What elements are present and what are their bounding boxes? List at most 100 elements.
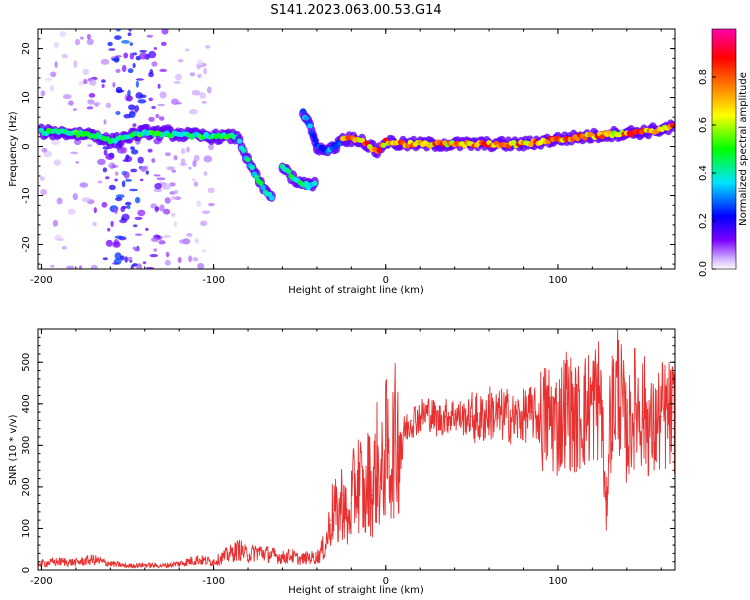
heatmap-speckle — [151, 61, 158, 67]
colorbar-tick-label: 0.6 — [698, 117, 709, 133]
snr-ytick-label: 400 — [21, 394, 32, 413]
heatmap-speckle — [54, 61, 58, 68]
heatmap-speckle — [132, 123, 137, 127]
heatmap-speckle — [121, 213, 130, 221]
snr-point — [479, 419, 482, 421]
heatmap-speckle — [90, 264, 98, 269]
heatmap-speckle — [105, 176, 110, 180]
heatmap-speckle — [105, 239, 113, 247]
heatmap-speckle — [40, 90, 46, 97]
heatmap-speckle — [63, 94, 72, 100]
heatmap-speckle — [161, 29, 169, 35]
heatmap-speckle — [59, 31, 67, 38]
heatmap-speckle — [132, 263, 138, 267]
heatmap-speckle — [139, 178, 144, 182]
heatmap-speckle — [180, 158, 186, 166]
heatmap-speckle — [49, 85, 54, 92]
heatmap-speckle — [45, 78, 53, 81]
heatmap-speckle — [110, 220, 114, 227]
snr-point — [419, 415, 421, 417]
snr-ytick-label: 100 — [21, 519, 32, 538]
heatmap-speckle — [197, 73, 202, 79]
heatmap-speckle — [174, 196, 182, 201]
heatmap-speckle — [153, 248, 157, 252]
heatmap-speckle — [73, 60, 78, 68]
snr-point — [514, 419, 516, 421]
snr-point — [540, 419, 542, 421]
snr-point — [368, 473, 370, 475]
heatmap-speckle — [79, 182, 89, 188]
heatmap-speckle — [171, 212, 176, 217]
heatmap-speckle — [40, 189, 47, 196]
heatmap-speckle — [74, 38, 81, 46]
snr-point — [454, 413, 456, 415]
heatmap-speckle — [132, 52, 137, 56]
heatmap-speckle — [107, 227, 111, 232]
heatmap-speckle — [193, 154, 200, 162]
heatmap-speckle — [61, 53, 69, 59]
snr-point — [505, 413, 507, 415]
snr-point — [264, 552, 266, 555]
heatmap-speckle — [159, 68, 168, 73]
heatmap-speckle — [102, 167, 108, 173]
heatmap-speckle — [157, 103, 165, 107]
snr-point — [342, 494, 344, 496]
snr-point — [337, 519, 339, 521]
heatmap-speckle — [103, 119, 107, 125]
heatmap-ylabel: Frequency (Hz) — [8, 111, 19, 187]
heatmap-speckle — [196, 200, 202, 208]
heatmap-speckle — [97, 158, 106, 166]
colorbar-tick-label: 0.4 — [698, 165, 709, 181]
heatmap-speckle — [164, 152, 171, 157]
heatmap-speckle — [185, 48, 190, 52]
figure-title: S141.2023.063.00.53.G14 — [270, 3, 441, 18]
heatmap-speckle — [159, 91, 167, 99]
snr-point — [488, 411, 490, 413]
snr-point — [583, 411, 585, 413]
heatmap-speckle — [134, 105, 140, 112]
heatmap-speckle — [114, 171, 119, 176]
snr-point — [605, 519, 607, 521]
heatmap-speckle — [145, 227, 149, 231]
heatmap-speckle — [145, 266, 155, 269]
heatmap-speckle — [129, 188, 139, 192]
heatmap-speckle — [123, 52, 129, 59]
heatmap-speckle — [164, 197, 171, 204]
heatmap-speckle — [207, 187, 215, 194]
heatmap-speckle — [41, 147, 48, 153]
heatmap-speckle — [61, 246, 67, 250]
heatmap-speckle — [128, 104, 136, 111]
heatmap-speckle — [189, 109, 198, 115]
heatmap-speckle — [203, 155, 213, 163]
heatmap-speckle — [163, 208, 171, 215]
snr-point — [634, 403, 637, 405]
snr-point — [548, 415, 550, 417]
snr-point — [385, 444, 387, 446]
snr-point — [75, 561, 77, 564]
heatmap-speckle — [82, 68, 90, 76]
heatmap-speckle — [83, 78, 88, 85]
snr-ytick-label: 0 — [21, 567, 32, 573]
heatmap-speckle — [50, 71, 57, 78]
heatmap-speckle — [173, 221, 177, 228]
heatmap-speckle — [203, 171, 208, 176]
snr-point — [591, 403, 594, 405]
heatmap-speckle — [114, 235, 124, 239]
snr-point — [126, 565, 129, 567]
snr-point — [58, 561, 60, 563]
heatmap-speckle — [105, 102, 112, 109]
heatmap-speckle — [88, 93, 96, 98]
snr-point — [213, 561, 215, 563]
heatmap-xtick-label: 0 — [383, 275, 389, 286]
snr-point — [299, 559, 301, 561]
ridge-core — [599, 134, 605, 140]
snr-point — [333, 507, 335, 509]
heatmap-speckle — [193, 181, 199, 187]
heatmap-speckle — [178, 239, 188, 244]
heatmap-speckle — [123, 171, 130, 179]
heatmap-speckle — [188, 166, 192, 170]
heatmap-speckle — [81, 197, 91, 203]
heatmap-speckle — [169, 182, 176, 187]
snr-axes: -200 -100 0 100 0 100 200 300 400 500 — [21, 329, 675, 587]
